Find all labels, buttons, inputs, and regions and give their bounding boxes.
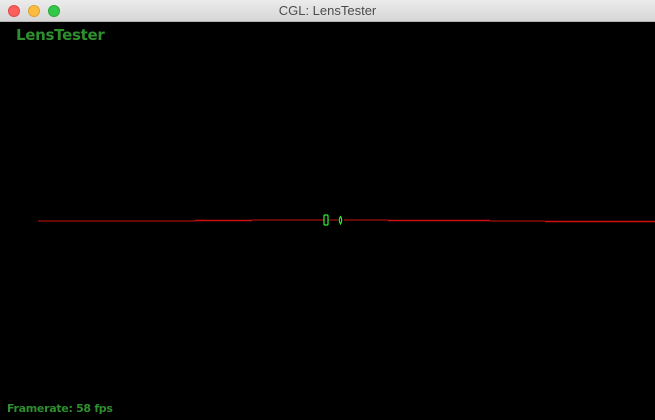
close-button[interactable]: [8, 5, 20, 17]
zoom-button[interactable]: [48, 5, 60, 17]
title-bar[interactable]: CGL: LensTester: [0, 0, 655, 22]
minimize-button[interactable]: [28, 5, 40, 17]
framerate-readout: Framerate: 58 fps: [7, 402, 113, 415]
gl-canvas[interactable]: LensTester Framerate: 58 fps: [0, 22, 655, 420]
app-label: LensTester: [16, 26, 105, 44]
lens-element-2[interactable]: [338, 215, 343, 226]
lens-element-1[interactable]: [323, 214, 329, 226]
window-title: CGL: LensTester: [278, 3, 377, 18]
lens-scene: [38, 214, 655, 226]
